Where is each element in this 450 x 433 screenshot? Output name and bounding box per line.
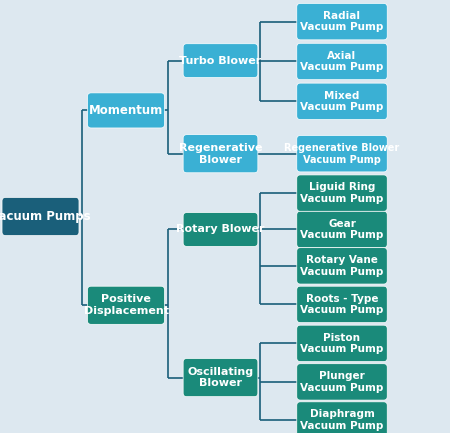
FancyBboxPatch shape — [297, 43, 387, 80]
Text: Regenerative
Blower: Regenerative Blower — [179, 143, 262, 165]
FancyBboxPatch shape — [183, 135, 258, 173]
FancyBboxPatch shape — [87, 286, 165, 324]
FancyBboxPatch shape — [183, 44, 258, 78]
Text: Radial
Vacuum Pump: Radial Vacuum Pump — [300, 11, 384, 32]
Text: Axial
Vacuum Pump: Axial Vacuum Pump — [300, 51, 384, 72]
FancyBboxPatch shape — [2, 197, 79, 236]
Text: Roots - Type
Vacuum Pump: Roots - Type Vacuum Pump — [300, 294, 384, 315]
Text: Rotary Vane
Vacuum Pump: Rotary Vane Vacuum Pump — [300, 255, 384, 277]
FancyBboxPatch shape — [297, 211, 387, 248]
FancyBboxPatch shape — [297, 402, 387, 433]
Text: Regenerative Blower
Vacuum Pump: Regenerative Blower Vacuum Pump — [284, 143, 400, 165]
Text: Liguid Ring
Vacuum Pump: Liguid Ring Vacuum Pump — [300, 182, 384, 204]
Text: Plunger
Vacuum Pump: Plunger Vacuum Pump — [300, 371, 384, 393]
Text: Positive
Displacement: Positive Displacement — [84, 294, 168, 316]
FancyBboxPatch shape — [297, 83, 387, 120]
FancyBboxPatch shape — [87, 93, 165, 128]
Text: Turbo Blower: Turbo Blower — [180, 55, 261, 66]
Text: Momentum: Momentum — [89, 104, 163, 117]
Text: Vacuum Pumps: Vacuum Pumps — [0, 210, 91, 223]
FancyBboxPatch shape — [297, 175, 387, 211]
FancyBboxPatch shape — [297, 248, 387, 284]
FancyBboxPatch shape — [297, 364, 387, 400]
Text: Mixed
Vacuum Pump: Mixed Vacuum Pump — [300, 90, 384, 112]
FancyBboxPatch shape — [297, 136, 387, 172]
FancyBboxPatch shape — [183, 213, 258, 246]
Text: Diaphragm
Vacuum Pump: Diaphragm Vacuum Pump — [300, 409, 384, 431]
FancyBboxPatch shape — [297, 325, 387, 362]
Text: Oscillating
Blower: Oscillating Blower — [188, 367, 253, 388]
Text: Gear
Vacuum Pump: Gear Vacuum Pump — [300, 219, 384, 240]
Text: Rotary Blower: Rotary Blower — [176, 224, 265, 235]
FancyBboxPatch shape — [297, 3, 387, 40]
Text: Piston
Vacuum Pump: Piston Vacuum Pump — [300, 333, 384, 354]
FancyBboxPatch shape — [183, 359, 258, 397]
FancyBboxPatch shape — [297, 286, 387, 323]
